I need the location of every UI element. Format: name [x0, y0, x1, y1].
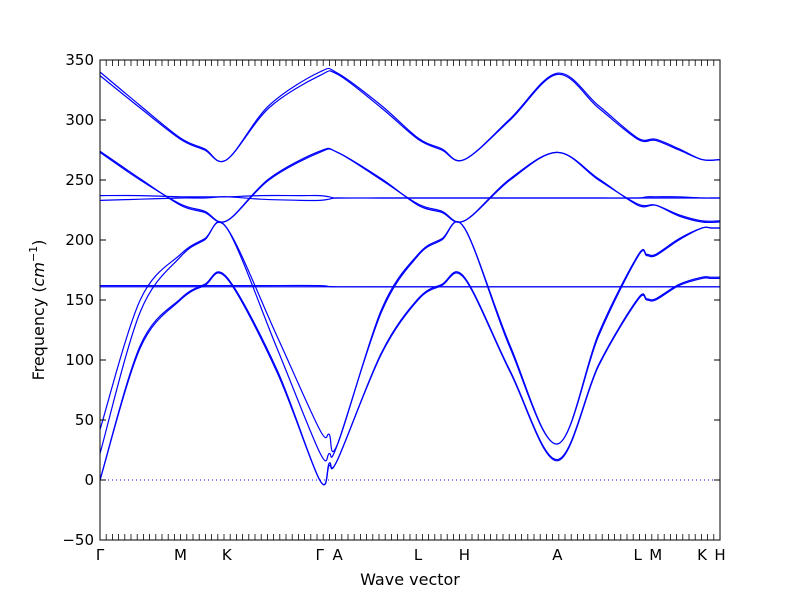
phonon-branch-12: [99, 67, 721, 163]
y-tick-label: 350: [65, 51, 94, 69]
phonon-branch-4: [99, 220, 720, 453]
phonon-branch-11: [99, 70, 721, 163]
x-tick-label: H: [459, 546, 470, 564]
x-tick-label: A: [332, 546, 343, 564]
x-tick-label: K: [222, 546, 233, 564]
x-tick-label: L: [414, 546, 423, 564]
y-tick-label: −50: [62, 531, 94, 549]
x-tick-label: L: [634, 546, 643, 564]
y-tick-labels: −50 0 50 100 150 200 250 300 350: [62, 51, 94, 549]
x-tick-label: M: [174, 546, 187, 564]
x-tick-label: M: [649, 546, 662, 564]
plot-area: [99, 59, 721, 541]
x-tick-label: A: [552, 546, 563, 564]
y-axis-label-text: Frequency (: [29, 286, 48, 380]
y-tick-label: 200: [65, 231, 94, 249]
x-tick-label: K: [697, 546, 708, 564]
y-tick-label: 100: [65, 351, 94, 369]
series-layer: [99, 67, 721, 486]
y-axis-label: Frequency (cm−1): [27, 240, 48, 381]
x-tick-label: H: [714, 546, 725, 564]
phonon-branch-8: [99, 196, 720, 202]
phonon-branch-6: [100, 284, 720, 288]
x-tick-label: Γ: [316, 546, 325, 564]
y-axis-label-unit: cm: [29, 262, 48, 286]
x-axis-label: Wave vector: [360, 570, 460, 589]
plot-frame: [99, 59, 721, 541]
y-tick-label: 300: [65, 111, 94, 129]
phonon-branch-2: [99, 271, 720, 486]
y-axis-label-unit-exponent: −1: [27, 246, 40, 262]
y-tick-label: 0: [84, 471, 94, 489]
y-tick-label: 50: [75, 411, 94, 429]
y-tick-label: 250: [65, 171, 94, 189]
y-axis-label-close: ): [29, 240, 48, 246]
y-tick-label: 150: [65, 291, 94, 309]
phonon-branch-10: [99, 147, 721, 223]
x-tick-label: Γ: [96, 546, 105, 564]
